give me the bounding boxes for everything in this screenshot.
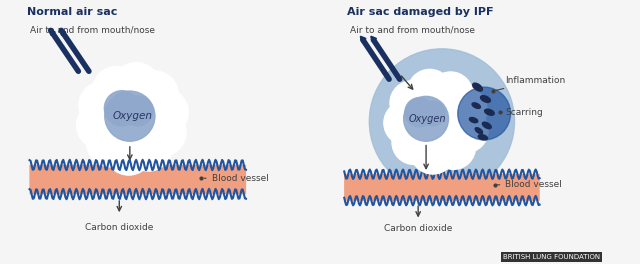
Text: Oxygen: Oxygen <box>113 111 152 121</box>
Circle shape <box>79 81 127 129</box>
Ellipse shape <box>478 135 488 140</box>
Ellipse shape <box>483 122 492 129</box>
Circle shape <box>443 87 487 132</box>
Text: BRITISH LUNG FOUNDATION: BRITISH LUNG FOUNDATION <box>503 254 600 260</box>
Circle shape <box>123 96 153 126</box>
Circle shape <box>390 81 435 125</box>
Circle shape <box>404 96 449 141</box>
Circle shape <box>93 67 140 114</box>
Circle shape <box>113 63 160 110</box>
Circle shape <box>86 119 134 167</box>
FancyBboxPatch shape <box>344 174 540 201</box>
Text: Oxygen: Oxygen <box>409 114 446 124</box>
Circle shape <box>131 71 179 119</box>
Circle shape <box>104 91 140 126</box>
Circle shape <box>431 125 476 169</box>
Circle shape <box>458 87 511 140</box>
Ellipse shape <box>473 83 483 91</box>
Circle shape <box>428 72 473 116</box>
Circle shape <box>125 124 172 171</box>
Circle shape <box>384 101 428 145</box>
Circle shape <box>392 120 436 164</box>
Circle shape <box>105 128 152 175</box>
Text: Blood vessel: Blood vessel <box>497 180 562 189</box>
Circle shape <box>408 69 452 114</box>
Circle shape <box>141 88 188 136</box>
Circle shape <box>444 108 488 153</box>
Ellipse shape <box>472 103 481 109</box>
Text: Air to and from mouth/nose: Air to and from mouth/nose <box>29 25 154 34</box>
Text: Carbon dioxide: Carbon dioxide <box>85 223 154 232</box>
Circle shape <box>138 109 186 156</box>
Ellipse shape <box>484 109 494 115</box>
Text: Inflammation: Inflammation <box>496 76 566 90</box>
Text: Scarring: Scarring <box>500 108 543 117</box>
Circle shape <box>405 98 434 127</box>
Ellipse shape <box>469 117 478 123</box>
Circle shape <box>410 94 464 149</box>
FancyBboxPatch shape <box>29 165 246 194</box>
Text: Carbon dioxide: Carbon dioxide <box>384 224 452 233</box>
Circle shape <box>104 90 161 148</box>
Circle shape <box>420 101 445 126</box>
Circle shape <box>369 49 515 194</box>
Ellipse shape <box>481 96 490 102</box>
Text: Air sac damaged by IPF: Air sac damaged by IPF <box>347 7 493 17</box>
Circle shape <box>77 102 124 149</box>
Ellipse shape <box>476 128 483 134</box>
Text: Blood vessel: Blood vessel <box>204 174 269 183</box>
Circle shape <box>411 130 455 174</box>
Text: Normal air sac: Normal air sac <box>27 7 117 17</box>
Circle shape <box>105 91 155 141</box>
Text: Air to and from mouth/nose: Air to and from mouth/nose <box>349 25 474 34</box>
